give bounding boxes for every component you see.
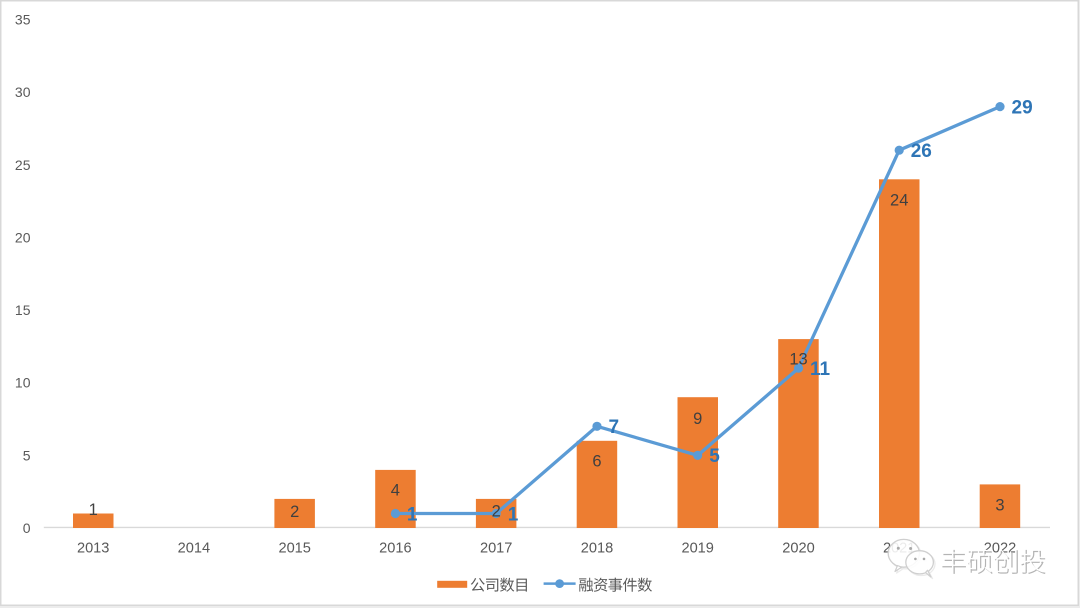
svg-text:26: 26 (911, 141, 932, 162)
svg-text:1: 1 (508, 504, 519, 525)
svg-text:7: 7 (609, 417, 620, 438)
svg-text:11: 11 (810, 359, 831, 380)
svg-text:2016: 2016 (379, 540, 411, 556)
svg-text:30: 30 (15, 84, 31, 100)
svg-text:2014: 2014 (178, 540, 210, 556)
svg-text:13: 13 (789, 351, 807, 369)
svg-text:10: 10 (15, 375, 31, 391)
svg-text:2015: 2015 (278, 540, 310, 556)
svg-text:1: 1 (89, 501, 98, 519)
svg-text:2: 2 (492, 503, 501, 521)
svg-text:2017: 2017 (480, 540, 512, 556)
svg-text:20: 20 (15, 229, 31, 245)
svg-text:24: 24 (890, 192, 908, 210)
svg-text:0: 0 (23, 520, 31, 536)
svg-text:2018: 2018 (581, 540, 613, 556)
svg-text:2020: 2020 (782, 540, 814, 556)
svg-text:2013: 2013 (77, 540, 109, 556)
svg-text:35: 35 (15, 12, 31, 28)
svg-text:5: 5 (709, 446, 720, 467)
svg-text:25: 25 (15, 157, 31, 173)
svg-text:3: 3 (995, 497, 1004, 515)
svg-text:6: 6 (592, 453, 601, 471)
svg-text:2019: 2019 (681, 540, 713, 556)
svg-text:2: 2 (290, 503, 299, 521)
svg-text:1: 1 (407, 504, 418, 525)
svg-text:5: 5 (23, 447, 31, 463)
svg-text:29: 29 (1012, 97, 1033, 118)
svg-text:4: 4 (391, 482, 400, 500)
svg-text:15: 15 (15, 302, 31, 318)
svg-text:9: 9 (693, 410, 702, 428)
